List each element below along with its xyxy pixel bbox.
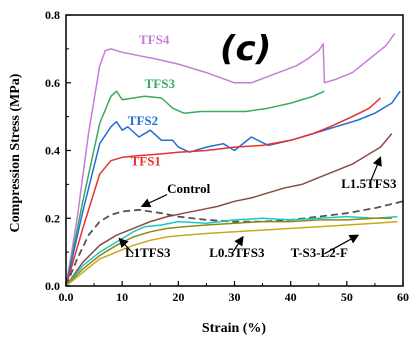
annotation-arrow-5 (324, 234, 360, 255)
series-label-l1tfs3: L1TFS3 (125, 245, 171, 260)
x-tick-label: 50 (341, 290, 353, 304)
y-axis-title: Compression Stress (MPa) (8, 73, 23, 232)
series-label-tfs1: TFS1 (131, 154, 161, 169)
annotation-arrow-1 (140, 193, 168, 208)
series-line-l0-5tfs3 (65, 217, 392, 287)
y-tick-label: 0.0 (45, 279, 60, 293)
series-line-l1tfs3 (65, 215, 398, 287)
series-label-l0-5tfs3: L0.5TFS3 (209, 245, 265, 260)
series-label-tfs2: TFS2 (128, 113, 158, 128)
series-line-t-s3-l2-f (65, 220, 398, 287)
x-tick-label: 30 (229, 290, 241, 304)
axis-ticks: 0.0 10 20 30 40 50 60 0.0 0.2 0.4 0.6 0.8 (45, 8, 409, 304)
y-tick-label: 0.4 (45, 144, 60, 158)
series-label-tfs3: TFS3 (145, 76, 176, 91)
series-label-l1-5tfs3: L1.5TFS3 (341, 176, 397, 191)
y-tick-label: 0.6 (45, 76, 60, 90)
x-tick-label: 40 (285, 290, 297, 304)
x-tick-label: 20 (172, 290, 184, 304)
panel-label: (c) (220, 29, 271, 69)
annotation-arrow-4 (231, 235, 244, 255)
series-label-tfs4: TFS4 (139, 32, 170, 47)
series-line-tfs3 (65, 90, 325, 287)
x-axis-title: Strain (%) (202, 321, 267, 336)
y-tick-label: 0.2 (45, 211, 60, 225)
series-label-t-s3-l2-f: T-S3-L2-F (291, 245, 348, 260)
series-line-tfs4 (65, 33, 396, 287)
x-tick-label: 10 (116, 290, 128, 304)
series-line-l1-5tfs3 (65, 133, 393, 287)
y-tick-label: 0.8 (45, 8, 60, 22)
series-lines (65, 33, 404, 287)
x-tick-label: 60 (397, 290, 409, 304)
annotation-arrow-2 (368, 156, 382, 185)
series-line-control (65, 200, 404, 287)
x-tick-label: 0.0 (59, 290, 74, 304)
annotation-arrows (118, 156, 382, 255)
series-labels: TFS4 TFS3 TFS2 TFS1 Control L1.5TFS3 L1TFS3 L0.… (125, 32, 397, 260)
series-label-control: Control (167, 181, 210, 196)
series-line-tfs1 (65, 97, 382, 287)
annotation-arrow-3 (118, 237, 134, 255)
